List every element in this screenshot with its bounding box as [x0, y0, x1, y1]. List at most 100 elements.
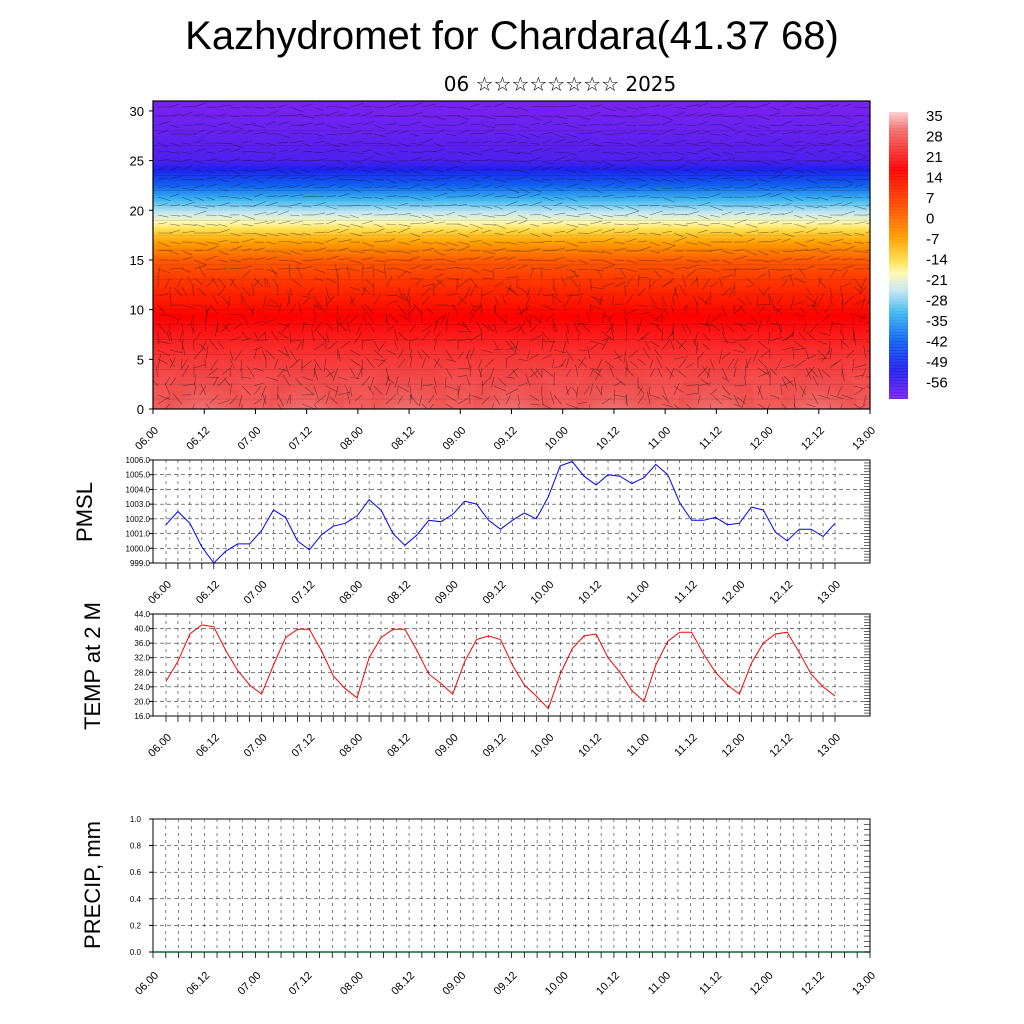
ytick-label: 1006.0 — [126, 456, 151, 465]
wind-vector — [649, 368, 655, 378]
wind-vector — [625, 187, 636, 191]
wind-vector — [779, 322, 783, 335]
wind-vector — [361, 186, 373, 189]
wind-vector — [817, 160, 828, 163]
wind-vector — [865, 329, 870, 333]
wind-vector — [673, 111, 685, 117]
wind-vector — [229, 358, 236, 369]
wind-vector — [325, 385, 339, 393]
wind-vector — [433, 192, 448, 198]
wind-vector — [157, 214, 169, 218]
wind-vector — [157, 184, 170, 189]
wind-vector — [682, 274, 687, 288]
wind-vector — [457, 278, 469, 288]
wind-vector — [613, 115, 624, 118]
wind-vector — [157, 349, 170, 356]
wind-vector — [337, 214, 350, 219]
chart-subtitle: 06 ☆☆☆☆☆☆☆☆ 2025 — [443, 72, 677, 96]
wind-vector — [253, 178, 264, 184]
wind-vector — [745, 124, 760, 130]
wind-vector — [421, 349, 430, 359]
wind-vector — [493, 232, 504, 236]
pmsl-ylabel: PMSL — [72, 482, 97, 542]
wind-vector — [301, 184, 315, 189]
xtick-label: 06.12 — [194, 732, 222, 760]
wind-vector — [637, 322, 639, 334]
wind-vector — [205, 278, 215, 288]
wind-vector — [563, 303, 567, 315]
wind-vector — [653, 348, 663, 360]
heatmap-band — [153, 212, 870, 216]
wind-vector — [217, 340, 225, 350]
wind-vector — [589, 214, 603, 220]
wind-vector — [817, 214, 832, 219]
wind-vector — [241, 214, 256, 220]
wind-vector — [792, 322, 795, 337]
heatmap-band — [153, 153, 870, 157]
wind-vector — [678, 340, 687, 349]
wind-vector — [505, 358, 508, 369]
wind-vector — [157, 142, 168, 147]
wind-vector — [481, 115, 496, 120]
wind-vector — [772, 305, 783, 315]
wind-vector — [157, 158, 170, 162]
wind-vector — [337, 228, 349, 234]
heatmap-xtick-label: 07.00 — [236, 425, 264, 453]
wind-vector — [865, 299, 870, 306]
wind-vector — [349, 141, 363, 144]
wind-vector — [541, 222, 554, 225]
wind-vector — [757, 259, 771, 263]
wind-vector — [649, 222, 662, 225]
wind-vector — [793, 124, 804, 127]
wind-vector — [701, 379, 711, 387]
wind-vector — [301, 322, 314, 326]
heatmap-ytick-label: 30 — [130, 104, 144, 119]
wind-vector — [361, 156, 375, 162]
wind-vector — [269, 298, 279, 306]
wind-vector — [624, 310, 627, 324]
wind-vector — [403, 293, 411, 306]
wind-vector — [265, 256, 278, 261]
wind-vector — [577, 205, 589, 209]
wind-vector — [466, 376, 471, 387]
wind-vector — [313, 158, 328, 162]
wind-vector — [491, 376, 495, 388]
wind-vector — [409, 394, 419, 406]
wind-vector — [565, 151, 578, 156]
wind-vector — [577, 283, 581, 297]
wind-vector — [649, 151, 661, 155]
wind-vector — [493, 241, 506, 244]
wind-vector — [157, 322, 166, 334]
wind-vector — [733, 131, 743, 135]
wind-vector — [409, 349, 412, 360]
ytick-label: 1005.0 — [126, 471, 151, 480]
wind-vector — [565, 241, 579, 247]
wind-vector — [205, 241, 219, 245]
wind-vector — [433, 158, 445, 162]
wind-vector — [469, 305, 477, 315]
ytick-label: 16.0 — [134, 712, 150, 721]
wind-vector — [781, 158, 794, 162]
wind-vector — [805, 178, 818, 184]
wind-vector — [169, 151, 180, 154]
heatmap-band — [153, 324, 870, 328]
xtick-label: 12.00 — [720, 579, 748, 607]
wind-vector — [529, 223, 539, 227]
wind-vector — [799, 385, 807, 396]
wind-vector — [529, 241, 544, 243]
wind-vector — [433, 229, 444, 234]
wind-vector — [373, 151, 383, 156]
wind-vector — [577, 138, 590, 144]
wind-vector — [733, 366, 737, 378]
wind-vector — [529, 403, 541, 406]
wind-vector — [529, 115, 542, 121]
wind-vector — [542, 368, 555, 378]
wind-vector — [289, 331, 292, 344]
wind-vector — [697, 113, 711, 117]
heatmap-ytick-label: 0 — [137, 402, 144, 417]
heatmap-band — [153, 277, 870, 281]
wind-vector — [457, 214, 467, 218]
colorbar-label: -21 — [926, 272, 948, 289]
wind-vector — [373, 403, 376, 409]
wind-vector — [817, 103, 831, 108]
